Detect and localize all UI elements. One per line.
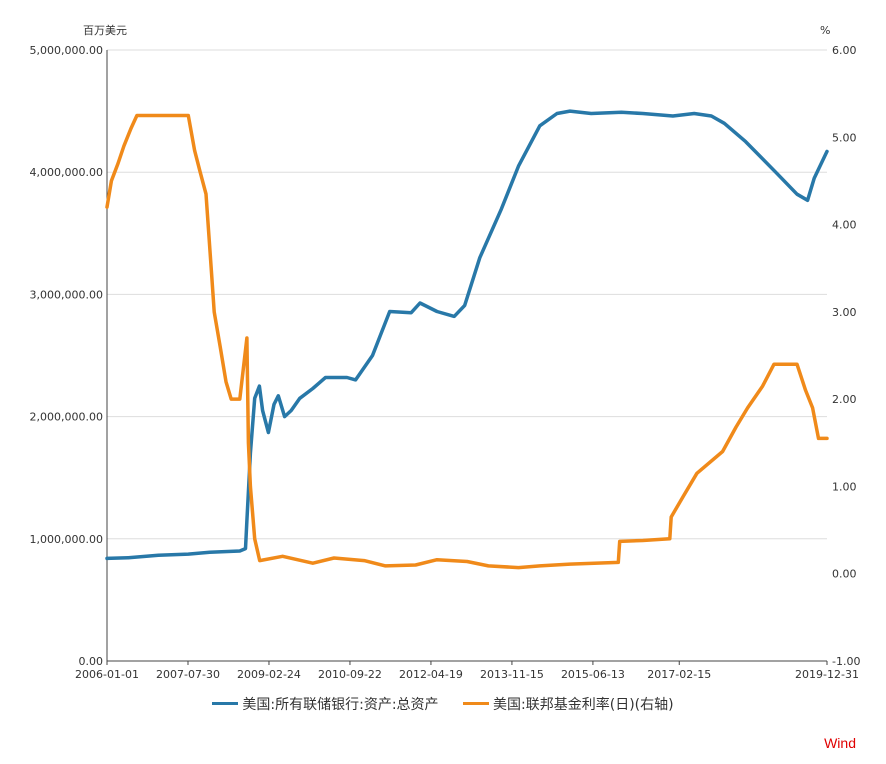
x-tick-label: 2015-06-13 (561, 668, 625, 681)
y-right-tick-label: 4.00 (832, 219, 857, 232)
x-tick-label: 2012-04-19 (399, 668, 463, 681)
axes (106, 50, 827, 662)
legend-swatch-total-assets (212, 702, 239, 705)
x-tick-label: 2006-01-01 (75, 668, 139, 681)
legend-swatch-fed-funds-rate (463, 702, 490, 705)
legend-item-fed-funds-rate[interactable]: 美国:联邦基金利率(日)(右轴) (463, 694, 674, 714)
y-left-tick-label: 5,000,000.00 (30, 44, 103, 57)
y-right-tick-label: 3.00 (832, 306, 857, 319)
x-tick-label: 2013-11-15 (480, 668, 544, 681)
y-right-tick-label: 2.00 (832, 393, 857, 406)
x-tick-label: 2010-09-22 (318, 668, 382, 681)
legend: 美国:所有联储银行:资产:总资产 美国:联邦基金利率(日)(右轴) (0, 693, 886, 714)
y-left-tick-label: 1,000,000.00 (30, 533, 103, 546)
y-right-tick-label: -1.00 (832, 655, 860, 668)
x-ticks: 2006-01-01 2007-07-30 2009-02-24 2010-09-22… (75, 661, 859, 681)
y-left-tick-label: 2,000,000.00 (30, 411, 103, 424)
y-left-ticks: 0.00 1,000,000.00 2,000,000.00 3,000,000.00… (30, 44, 103, 668)
y-left-tick-label: 4,000,000.00 (30, 166, 103, 179)
y-right-ticks: -1.00 0.00 1.00 2.00 3.00 4.00 5.00 6.00 (832, 44, 860, 668)
x-tick-label: 2007-07-30 (156, 668, 220, 681)
y-left-unit-label: 百万美元 (83, 24, 127, 37)
x-tick-label: 2019-12-31 (795, 668, 859, 681)
series-line-total-assets (105, 109, 829, 561)
y-left-tick-label: 3,000,000.00 (30, 288, 103, 301)
y-right-unit-label: % (820, 24, 830, 37)
y-right-tick-label: 0.00 (832, 568, 857, 581)
legend-label-fed-funds-rate: 美国:联邦基金利率(日)(右轴) (493, 696, 674, 713)
legend-label-total-assets: 美国:所有联储银行:资产:总资产 (242, 696, 439, 713)
wind-watermark: Wind (824, 735, 856, 751)
y-right-tick-label: 5.00 (832, 131, 857, 144)
legend-item-total-assets[interactable]: 美国:所有联储银行:资产:总资产 (212, 694, 439, 714)
series-lines (105, 109, 829, 570)
y-right-tick-label: 1.00 (832, 480, 857, 493)
x-tick-label: 2017-02-15 (647, 668, 711, 681)
y-right-tick-label: 6.00 (832, 44, 857, 57)
series-line-fed-funds-rate (105, 113, 829, 570)
y-left-tick-label: 0.00 (79, 655, 104, 668)
x-tick-label: 2009-02-24 (237, 668, 301, 681)
